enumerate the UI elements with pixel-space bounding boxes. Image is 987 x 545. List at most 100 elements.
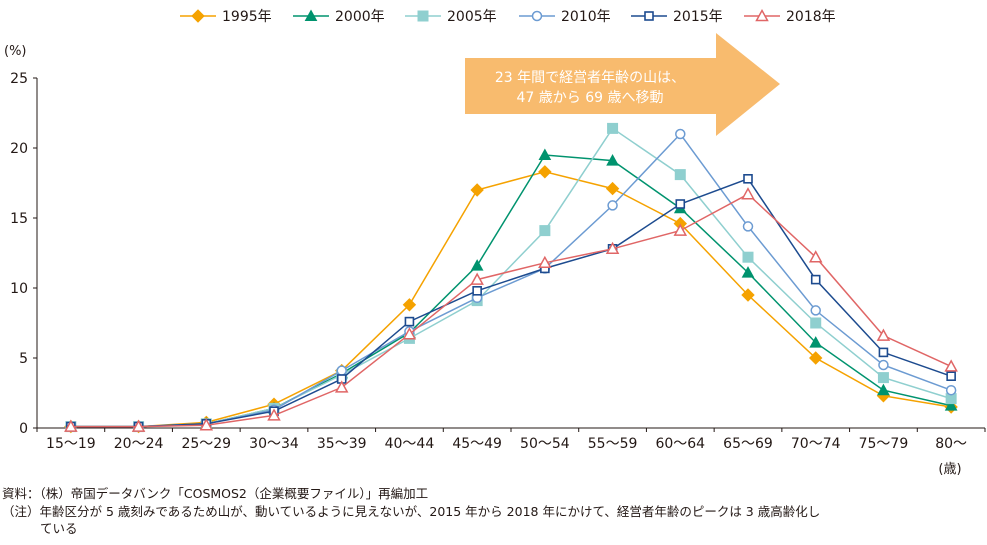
data-point <box>810 274 821 285</box>
legend-marker <box>531 10 543 22</box>
data-point <box>945 384 957 396</box>
series-line <box>70 193 952 428</box>
data-point <box>742 251 754 263</box>
data-point <box>539 225 551 237</box>
series-2000年 <box>64 148 958 432</box>
data-point <box>334 380 349 393</box>
footnote-line-2: ている <box>40 521 78 536</box>
y-tick-label: 20 <box>10 141 28 157</box>
age-distribution-chart: 1995年 2000年 2005年 2010年 2015年 2018年 23 年間で経営者… <box>4 8 986 477</box>
data-point <box>675 128 686 140</box>
x-tick-label: 50〜54 <box>520 436 570 452</box>
data-point <box>946 371 956 382</box>
series-2015年 <box>66 174 956 432</box>
data-point <box>810 317 822 329</box>
data-point <box>470 183 484 197</box>
legend-item: 2005年 <box>405 9 497 25</box>
data-point <box>470 259 484 271</box>
data-point <box>131 419 146 432</box>
y-axis-unit: (%) <box>4 44 27 59</box>
series-line <box>70 177 952 428</box>
data-point <box>944 399 958 411</box>
data-point <box>673 223 688 236</box>
data-point <box>810 305 821 316</box>
x-tick-label: 70〜74 <box>791 436 841 452</box>
legend-marker <box>755 8 769 22</box>
legend-marker <box>304 9 318 21</box>
series-1995年 <box>64 165 958 434</box>
x-axis-unit: (歳) <box>938 462 961 477</box>
data-point <box>877 383 890 396</box>
source-note: 資料：（株）帝国データバンク「COSMOS2（企業概要ファイル）」再編加工 <box>2 486 429 501</box>
y-tick-label: 0 <box>19 421 28 437</box>
legend-item: 1995年 <box>180 9 272 25</box>
legend-marker <box>417 10 429 22</box>
data-point <box>741 266 755 278</box>
data-point <box>675 199 686 209</box>
series-line <box>70 154 952 428</box>
chart-series <box>64 122 958 434</box>
chart-legend: 1995年 2000年 2005年 2010年 2015年 2018年 <box>180 8 836 25</box>
data-point <box>538 148 552 160</box>
legend-label: 2010年 <box>561 9 611 25</box>
data-point <box>809 336 823 348</box>
data-point <box>742 221 754 232</box>
x-tick-label: 35〜39 <box>317 436 367 452</box>
x-tick-label: 15〜19 <box>46 436 96 452</box>
data-point <box>199 418 214 431</box>
data-point <box>472 285 482 296</box>
x-tick-label: 25〜29 <box>181 436 231 452</box>
legend-label: 2015年 <box>673 9 723 25</box>
data-point <box>538 255 552 269</box>
data-point <box>674 169 686 181</box>
data-point <box>64 419 78 432</box>
data-point <box>470 272 484 285</box>
data-point <box>876 328 891 341</box>
legend-item: 2018年 <box>744 8 836 25</box>
legend-label: 1995年 <box>222 9 272 25</box>
legend-marker <box>191 9 205 23</box>
x-tick-label: 65〜69 <box>723 436 773 452</box>
legend-item: 2010年 <box>519 9 611 25</box>
series-2018年 <box>64 187 958 432</box>
y-tick-label: 25 <box>10 71 28 87</box>
data-point <box>878 347 889 358</box>
series-line <box>70 171 952 428</box>
legend-item: 2000年 <box>293 9 385 25</box>
data-point <box>402 327 417 340</box>
y-tick-label: 10 <box>10 281 28 297</box>
data-point <box>808 250 823 263</box>
data-point <box>741 187 755 200</box>
y-tick-label: 5 <box>19 351 28 367</box>
data-point <box>605 241 620 255</box>
x-tick-label: 30〜34 <box>249 436 299 452</box>
y-tick-label: 15 <box>10 211 28 227</box>
data-point <box>606 154 619 166</box>
x-tick-label: 40〜44 <box>385 436 435 452</box>
legend-label: 2005年 <box>447 9 497 25</box>
legend-label: 2018年 <box>786 9 836 25</box>
data-point <box>944 359 958 372</box>
annotation-arrow-shape <box>465 33 780 136</box>
data-point <box>607 122 619 134</box>
data-point <box>607 200 618 211</box>
data-point <box>743 174 753 184</box>
x-tick-label: 55〜59 <box>588 436 638 452</box>
x-tick-label: 45〜49 <box>452 436 502 452</box>
chart-axes: 0 5 10 15 20 25 (%) 15〜19 20〜24 25〜29 30〜34 35〜39 40… <box>4 44 986 477</box>
legend-item: 2015年 <box>631 9 723 25</box>
data-point <box>538 165 552 179</box>
legend-label: 2000年 <box>335 9 385 25</box>
annotation-arrow: 23 年間で経営者年齢の山は、 47 歳から 69 歳へ移動 <box>465 33 780 136</box>
series-2005年 <box>65 122 957 433</box>
data-point <box>402 298 417 312</box>
data-point <box>336 365 347 376</box>
legend-marker <box>644 11 654 21</box>
data-point <box>267 408 281 421</box>
x-tick-label: 60〜64 <box>655 436 705 452</box>
x-tick-label: 75〜79 <box>859 436 909 452</box>
data-point <box>809 351 823 365</box>
x-tick-label: 20〜24 <box>114 436 164 452</box>
data-point <box>404 316 415 327</box>
data-point <box>877 372 889 384</box>
